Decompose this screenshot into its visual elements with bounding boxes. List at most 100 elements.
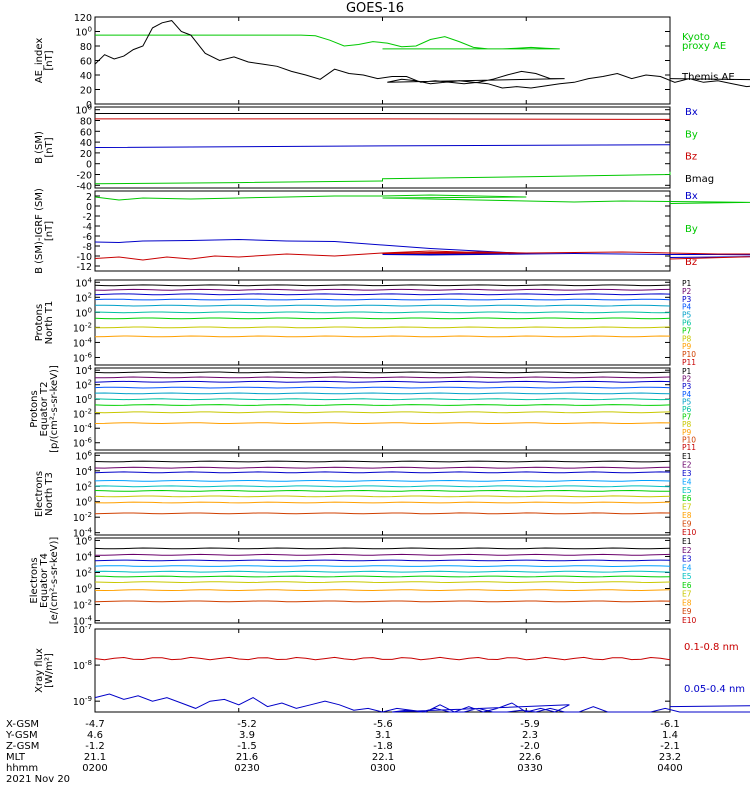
legend-entry: P3: [682, 295, 692, 304]
y-axis-label: North T1: [44, 301, 55, 345]
series-line: [94, 194, 750, 204]
panel-frame: [94, 279, 671, 366]
y-tick-label: 10-6: [73, 436, 93, 450]
panel-3: -12-10-8-6-4-202 B (SM)-IGRF (SM) [nT] Bx By…: [34, 188, 750, 274]
y-tick-label: 102: [75, 378, 92, 392]
y-tick-label: 104: [75, 275, 92, 289]
series-line: [95, 118, 671, 120]
orbit-value: 22.1: [372, 752, 394, 763]
series-line: [94, 589, 671, 592]
y-axis-label: [p/(cm²-s-sr-keV)]: [49, 365, 60, 453]
legend-entry: E3: [682, 469, 692, 478]
y-tick-label: 102: [75, 290, 92, 304]
series-line: [94, 501, 671, 504]
y-tick-label: 106: [75, 448, 92, 462]
y-axis-label: [nT]: [44, 137, 55, 157]
series-line: [95, 553, 671, 556]
series-line: [94, 335, 671, 338]
y-tick-label: 100: [75, 25, 92, 39]
series-line: [94, 371, 671, 374]
y-tick-label: 104: [75, 549, 92, 563]
y-tick-label: 40: [80, 138, 92, 149]
series-line: [94, 293, 671, 296]
legend-entry: E2: [682, 546, 692, 555]
y-tick-label: 10-8: [73, 658, 93, 672]
legend-entry: E2: [682, 460, 692, 469]
orbit-value: 0330: [517, 763, 542, 774]
series-line: [94, 495, 671, 498]
legend-entry: E5: [682, 572, 692, 581]
date-label: 2021 Nov 20: [6, 774, 70, 785]
y-tick-label: 0: [86, 202, 92, 213]
panel-frame: [94, 190, 671, 272]
y-tick-label: 100: [75, 582, 92, 596]
y-axis-label: Electrons: [29, 557, 40, 603]
y-tick-label: 20: [80, 86, 92, 97]
series-line: [94, 326, 671, 329]
y-tick-label: 100: [75, 305, 92, 319]
legend-entry: E4: [682, 477, 692, 486]
y-tick-label: 10-4: [73, 421, 93, 435]
panel-frame: [94, 628, 671, 713]
orbit-row-label: Y-GSM: [5, 730, 38, 741]
y-tick-label: 106: [75, 533, 92, 547]
legend-entry: Themis AE: [681, 72, 735, 83]
orbit-value: -4.7: [85, 719, 105, 730]
legend-entry: Bmag: [685, 174, 714, 185]
y-tick-label: -20: [76, 171, 92, 182]
y-tick-label: 60: [80, 127, 92, 138]
series-line: [94, 144, 671, 148]
series-line: [94, 565, 671, 568]
legend-entry: proxy AE: [682, 41, 726, 52]
legend-entry: P2: [682, 287, 692, 296]
series-line: [94, 460, 671, 463]
series-line: [94, 392, 671, 395]
y-tick-label: -2: [83, 212, 92, 223]
legend-entry: P9: [682, 428, 692, 437]
legend-entry: P11: [682, 443, 696, 452]
series-line: [94, 600, 671, 603]
orbit-row-label: MLT: [6, 752, 26, 763]
y-tick-label: 10-4: [73, 335, 93, 349]
series-line: [94, 575, 671, 578]
orbit-value: -1.8: [373, 741, 393, 752]
legend-entry: P5: [682, 311, 692, 320]
orbit-value: -1.5: [237, 741, 257, 752]
orbit-row-label: hhmm: [6, 763, 38, 774]
y-tick-label: 120: [74, 13, 92, 24]
orbit-value: 21.6: [236, 752, 258, 763]
y-axis-label: Xray flux: [34, 648, 45, 693]
y-tick-label: 104: [75, 464, 92, 478]
legend-entry: E5: [682, 486, 692, 495]
series-line: [94, 298, 671, 301]
plot-title: GOES-16: [345, 1, 404, 16]
legend-entry: P6: [682, 405, 692, 414]
y-axis-label: [W/m²]: [44, 653, 55, 688]
legend-entry: Bx: [685, 191, 698, 202]
y-tick-label: 40: [80, 71, 92, 82]
series-line: [94, 20, 750, 89]
y-axis-label: Equator T4: [39, 553, 50, 608]
y-axis-label: AE_index: [34, 38, 45, 84]
legend-entry: E4: [682, 563, 692, 572]
legend-entry: Bx: [685, 107, 698, 118]
orbit-value: -1.2: [85, 741, 105, 752]
series-line: [94, 693, 750, 713]
legend-entry: P3: [682, 382, 692, 391]
y-tick-label: -4: [83, 222, 92, 233]
legend-entry: E8: [682, 598, 692, 607]
legend-entry: E10: [682, 616, 697, 625]
legend-entry: P2: [682, 375, 692, 384]
orbit-value: -2.1: [660, 741, 680, 752]
series-line: [94, 311, 671, 314]
orbit-value: 21.1: [84, 752, 106, 763]
panel-frame: [94, 16, 671, 105]
y-axis-label: [e/(cm²-s-sr-keV)]: [49, 537, 60, 625]
series-line: [94, 471, 671, 474]
y-tick-label: 0: [86, 100, 92, 111]
y-axis-label: B (SM)-IGRF (SM): [34, 188, 45, 274]
legend-entry: P8: [682, 334, 692, 343]
y-tick-label: 80: [80, 42, 92, 53]
